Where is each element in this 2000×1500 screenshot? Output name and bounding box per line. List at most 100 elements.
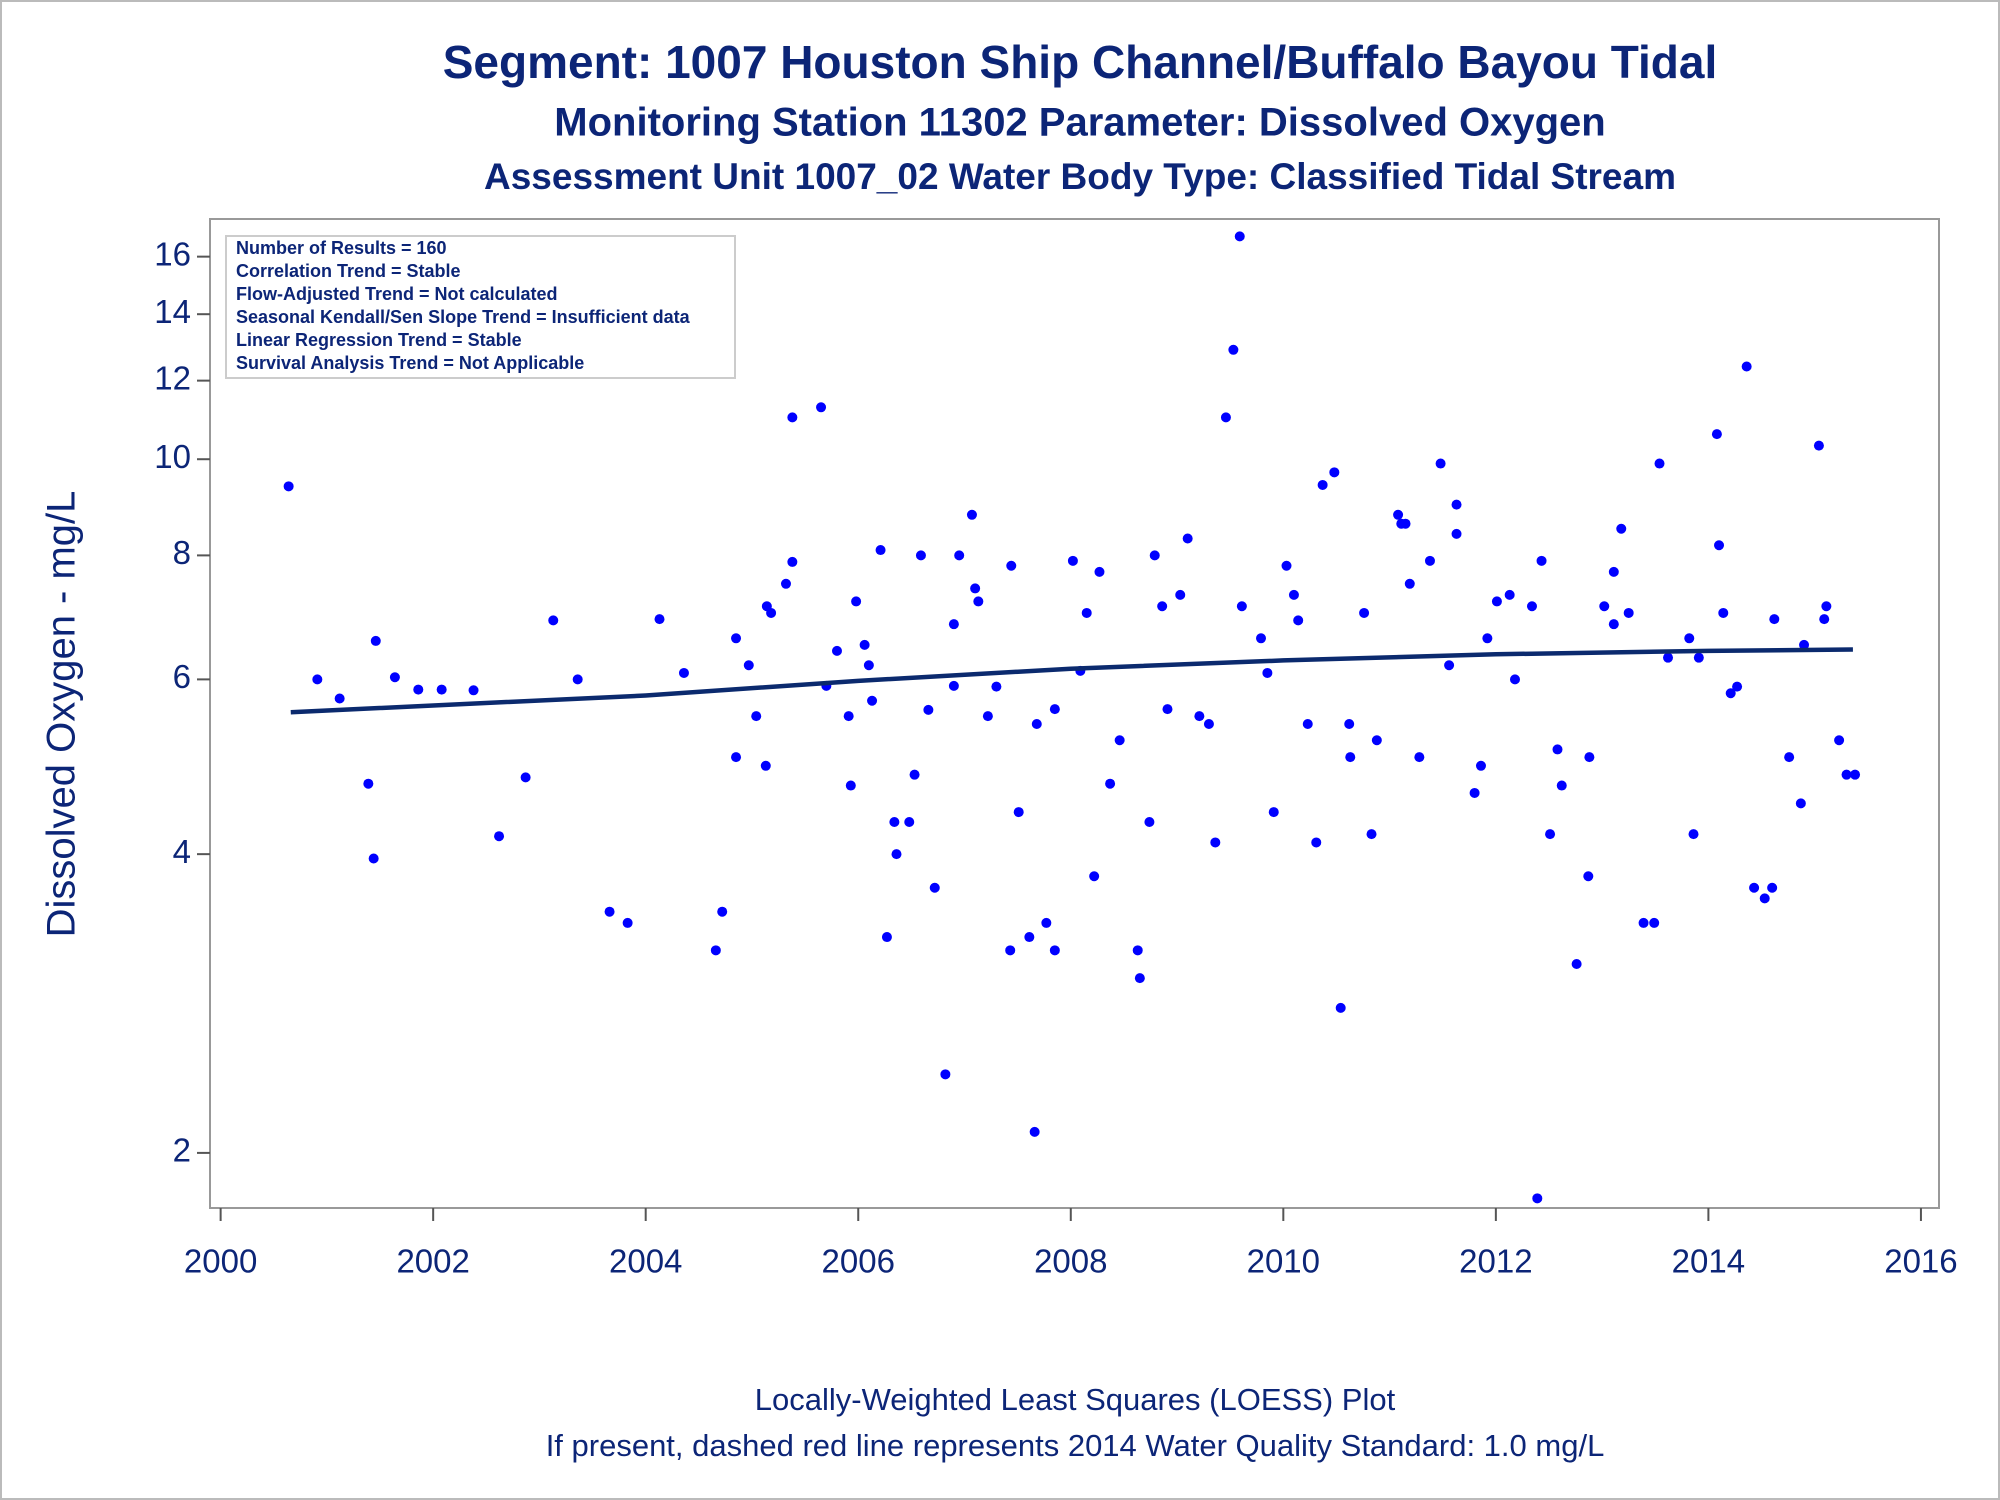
data-point: [751, 711, 762, 722]
data-point: [1532, 1193, 1543, 1204]
data-point: [766, 607, 777, 618]
data-point: [1132, 945, 1143, 956]
data-point: [851, 596, 862, 607]
data-point: [1482, 633, 1493, 644]
data-point: [678, 667, 689, 678]
data-point: [1268, 807, 1279, 818]
data-point: [1819, 614, 1830, 625]
data-point: [1638, 917, 1649, 928]
data-point: [1795, 798, 1806, 809]
data-point: [1813, 440, 1824, 451]
data-point: [1262, 667, 1273, 678]
y-tick-label: 16: [154, 235, 191, 272]
info-line: Flow-Adjusted Trend = Not calculated: [236, 284, 558, 304]
data-point: [436, 684, 447, 695]
footnote: Locally-Weighted Least Squares (LOESS) P…: [755, 1382, 1396, 1417]
data-point: [283, 481, 294, 492]
y-tick-label: 14: [154, 293, 191, 330]
data-point: [1663, 652, 1674, 663]
data-point: [1711, 429, 1722, 440]
data-point: [368, 853, 379, 864]
data-point: [816, 402, 827, 413]
data-point: [1599, 601, 1610, 612]
data-point: [1444, 660, 1455, 671]
data-point: [923, 704, 934, 715]
y-tick-label: 8: [173, 534, 191, 571]
data-point: [1281, 560, 1292, 571]
data-point: [572, 674, 583, 685]
data-point: [1414, 752, 1425, 763]
data-point: [1162, 704, 1173, 715]
data-point: [1741, 361, 1752, 372]
info-line: Correlation Trend = Stable: [236, 261, 461, 281]
data-point: [863, 660, 874, 671]
data-point: [312, 674, 323, 685]
data-point: [1203, 719, 1214, 730]
data-point: [929, 882, 940, 893]
data-point: [954, 550, 965, 561]
data-point: [1144, 816, 1155, 827]
data-point: [1545, 829, 1556, 840]
data-point: [731, 752, 742, 763]
y-axis-label: Dissolved Oxygen - mg/L: [40, 491, 84, 938]
data-point: [1451, 499, 1462, 510]
data-point: [1552, 744, 1563, 755]
data-point: [1821, 601, 1832, 612]
data-point: [1725, 688, 1736, 699]
plot-frame: [209, 218, 1940, 1209]
data-point: [1732, 681, 1743, 692]
data-point: [1693, 652, 1704, 663]
data-point: [970, 583, 981, 594]
data-point: [973, 596, 984, 607]
data-point: [1049, 704, 1060, 715]
data-point: [1311, 837, 1322, 848]
data-point: [1451, 528, 1462, 539]
data-point: [889, 816, 900, 827]
data-point: [1435, 458, 1446, 469]
y-tick-label: 10: [154, 438, 191, 475]
data-point: [1504, 589, 1515, 600]
data-point: [1526, 601, 1537, 612]
data-point: [1041, 917, 1052, 928]
data-point: [1584, 752, 1595, 763]
data-point: [1769, 614, 1780, 625]
x-tick-label: 2010: [1247, 1243, 1320, 1280]
data-point: [940, 1069, 951, 1080]
data-point: [859, 639, 870, 650]
data-point: [1228, 344, 1239, 355]
data-point: [363, 778, 374, 789]
data-point: [1081, 607, 1092, 618]
data-point: [1194, 711, 1205, 722]
info-box: [225, 235, 736, 379]
data-point: [1688, 829, 1699, 840]
data-point: [760, 760, 771, 771]
data-point: [1509, 674, 1520, 685]
data-point: [1182, 533, 1193, 544]
data-point: [1749, 882, 1760, 893]
data-point: [1714, 540, 1725, 551]
data-point: [1031, 719, 1042, 730]
data-point: [1210, 837, 1221, 848]
data-point: [787, 412, 798, 423]
data-point: [604, 906, 615, 917]
data-point: [1329, 467, 1340, 478]
data-point: [1366, 829, 1377, 840]
data-point: [1067, 555, 1078, 566]
data-point: [1767, 882, 1778, 893]
data-point: [1236, 601, 1247, 612]
x-tick-label: 2016: [1884, 1243, 1957, 1280]
data-point: [370, 635, 381, 646]
data-point: [1256, 633, 1267, 644]
info-line: Linear Regression Trend = Stable: [236, 330, 522, 350]
data-point: [334, 693, 345, 704]
data-point: [1616, 523, 1627, 534]
data-point: [1684, 633, 1695, 644]
data-point: [1556, 780, 1567, 791]
data-point: [1288, 589, 1299, 600]
data-point: [1393, 509, 1404, 520]
data-point: [1005, 945, 1016, 956]
data-point: [1571, 959, 1582, 970]
data-point: [843, 711, 854, 722]
